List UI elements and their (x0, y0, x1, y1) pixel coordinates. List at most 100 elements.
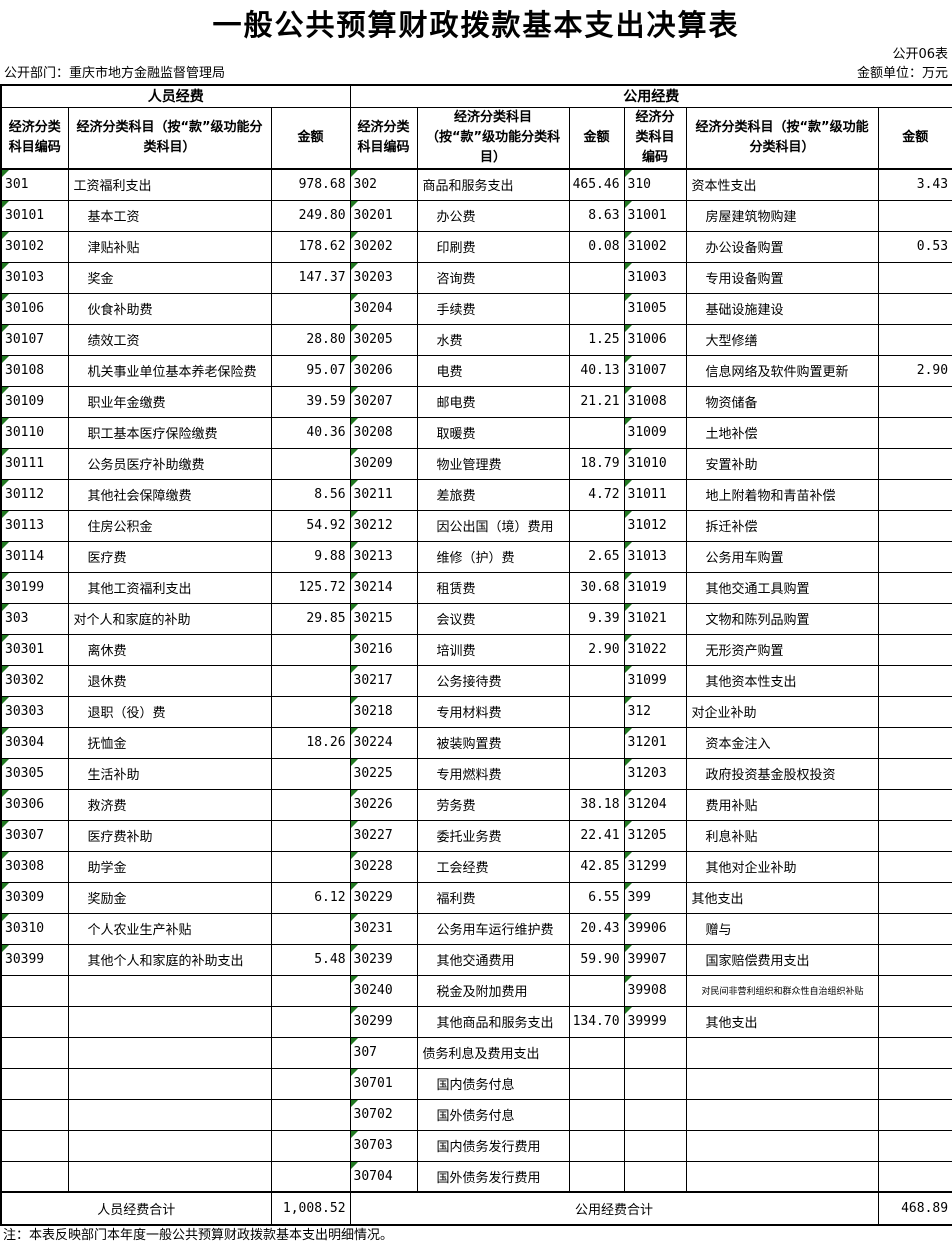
amount-cell: 465.46 (568, 168, 625, 201)
green-triangle-icon (2, 325, 9, 332)
subject-name-cell (685, 1160, 879, 1193)
subject-name-cell: 其他交通费用 (416, 943, 570, 976)
table-row: 30111 公务员医疗补助缴费 30209 物业管理费 18.79 31010 安置补助 (0, 447, 952, 480)
code-cell (0, 1160, 69, 1193)
code-cell: 30111 (0, 447, 69, 480)
subject-name-cell: 助学金 (67, 850, 272, 883)
subject-name-cell: 税金及附加费用 (416, 974, 570, 1007)
code-cell: 31002 (623, 230, 687, 263)
amount-cell (877, 912, 952, 945)
amount-cell: 18.79 (568, 447, 625, 480)
subject-name-cell: 邮电费 (416, 385, 570, 418)
amount-cell: 125.72 (270, 571, 351, 604)
code-cell: 30199 (0, 571, 69, 604)
amount-cell: 147.37 (270, 261, 351, 294)
subject-name-cell: 利息补贴 (685, 819, 879, 852)
code-cell: 302 (349, 168, 418, 201)
subject-name-cell (685, 1036, 879, 1069)
amount-cell: 8.56 (270, 478, 351, 511)
amount-cell: 3.43 (877, 168, 952, 201)
subject-name-cell: 印刷费 (416, 230, 570, 263)
subject-name-cell: 医疗费补助 (67, 819, 272, 852)
table-row: 30305 生活补助 30225 专用燃料费 31203 政府投资基金股权投资 (0, 757, 952, 790)
subject-name-cell: 对个人和家庭的补助 (67, 602, 272, 635)
table-code-label: 公开06表 (892, 47, 948, 62)
amount-cell: 28.80 (270, 323, 351, 356)
green-triangle-icon (625, 1007, 632, 1014)
amount-cell (270, 1098, 351, 1131)
amount-cell (568, 664, 625, 697)
subject-name-cell: 物业管理费 (416, 447, 570, 480)
table-row: 30240 税金及附加费用 39908 对民间非营利组织和群众性自治组织补贴 (0, 974, 952, 1007)
subject-name-cell: 绩效工资 (67, 323, 272, 356)
subject-name-cell: 基础设施建设 (685, 292, 879, 325)
green-triangle-icon (2, 418, 9, 425)
code-cell: 30203 (349, 261, 418, 294)
green-triangle-icon (351, 449, 358, 456)
subject-name-cell (685, 1067, 879, 1100)
subject-name-cell: 房屋建筑物购建 (685, 199, 879, 232)
col-header-amount-2: 金额 (568, 106, 625, 170)
code-cell: 31019 (623, 571, 687, 604)
code-cell: 39908 (623, 974, 687, 1007)
subject-name-cell: 拆迁补偿 (685, 509, 879, 542)
subject-name-cell: 地上附着物和青苗补偿 (685, 478, 879, 511)
amount-cell: 95.07 (270, 354, 351, 387)
subject-name-cell: 政府投资基金股权投资 (685, 757, 879, 790)
subject-name-cell: 工资福利支出 (67, 168, 272, 201)
amount-cell (568, 292, 625, 325)
green-triangle-icon (2, 294, 9, 301)
code-cell: 31010 (623, 447, 687, 480)
subject-name-cell: 国内债务发行费用 (416, 1129, 570, 1162)
group-header-personnel: 人员经费 (0, 84, 351, 108)
code-cell: 30703 (349, 1129, 418, 1162)
subject-name-cell: 劳务费 (416, 788, 570, 821)
amount-cell (877, 850, 952, 883)
code-cell: 31011 (623, 478, 687, 511)
subject-name-cell: 专用燃料费 (416, 757, 570, 790)
code-cell (623, 1098, 687, 1131)
amount-cell: 1.25 (568, 323, 625, 356)
amount-cell (877, 292, 952, 325)
amount-cell: 39.59 (270, 385, 351, 418)
green-triangle-icon (2, 790, 9, 797)
table-row: 30112 其他社会保障缴费 8.56 30211 差旅费 4.72 31011 地上附着物和… (0, 478, 952, 511)
code-cell (0, 1067, 69, 1100)
amount-cell: 2.90 (877, 354, 952, 387)
table-row: 30107 绩效工资 28.80 30205 水费 1.25 31006 大型修缮 (0, 323, 952, 356)
code-cell: 31006 (623, 323, 687, 356)
green-triangle-icon (2, 604, 9, 611)
amount-cell: 2.65 (568, 540, 625, 573)
green-triangle-icon (625, 232, 632, 239)
green-triangle-icon (351, 1069, 358, 1076)
subject-name-cell: 资本性支出 (685, 168, 879, 201)
green-triangle-icon (625, 201, 632, 208)
code-cell: 30231 (349, 912, 418, 945)
table-row: 301 工资福利支出 978.68 302 商品和服务支出 465.46 310 资本性支出 3… (0, 168, 952, 201)
green-triangle-icon (625, 170, 632, 177)
green-triangle-icon (2, 170, 9, 177)
green-triangle-icon (2, 914, 9, 921)
amount-cell: 4.72 (568, 478, 625, 511)
subject-name-cell: 其他社会保障缴费 (67, 478, 272, 511)
table-row: 30109 职业年金缴费 39.59 30207 邮电费 21.21 31008 物资储备 (0, 385, 952, 418)
subject-name-cell: 会议费 (416, 602, 570, 635)
code-cell: 30704 (349, 1160, 418, 1193)
amount-cell: 20.43 (568, 912, 625, 945)
code-cell: 31012 (623, 509, 687, 542)
subject-name-cell: 大型修缮 (685, 323, 879, 356)
green-triangle-icon (2, 821, 9, 828)
green-triangle-icon (351, 573, 358, 580)
code-cell: 30306 (0, 788, 69, 821)
subject-name-cell (685, 1098, 879, 1131)
subject-name-cell: 机关事业单位基本养老保险费 (67, 354, 272, 387)
green-triangle-icon (625, 728, 632, 735)
code-cell: 30208 (349, 416, 418, 449)
code-cell: 39907 (623, 943, 687, 976)
code-cell: 30302 (0, 664, 69, 697)
green-triangle-icon (351, 542, 358, 549)
amount-cell (877, 540, 952, 573)
amount-cell: 0.53 (877, 230, 952, 263)
code-cell (0, 1036, 69, 1069)
amount-cell (877, 1160, 952, 1193)
